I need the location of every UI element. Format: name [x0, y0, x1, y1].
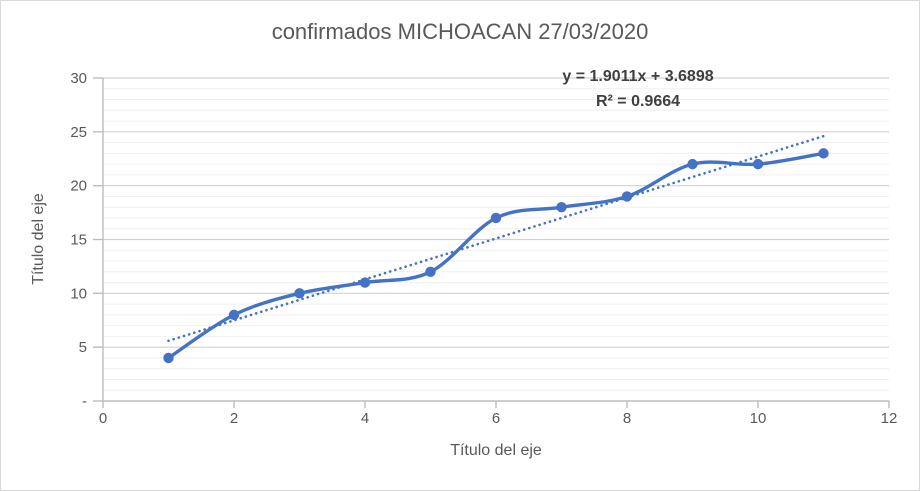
data-point-marker: [163, 352, 174, 364]
x-tick-label: 12: [881, 410, 898, 427]
chart-title: confirmados MICHOACAN 27/03/2020: [271, 19, 649, 44]
data-point-marker: [621, 191, 633, 202]
data-point-marker: [294, 288, 305, 299]
y-tick-label: 30: [70, 70, 87, 87]
data-point-marker: [359, 277, 371, 288]
x-tick-label: 2: [230, 410, 238, 427]
y-axis-title: Título del eje: [30, 193, 47, 285]
y-tick-label: -: [82, 393, 87, 410]
series-line: [166, 151, 826, 360]
data-point-marker: [228, 309, 240, 321]
x-tick-label: 0: [99, 410, 107, 427]
y-tick-label: 20: [70, 178, 87, 195]
x-tick-label: 8: [623, 410, 631, 427]
trendline-equation: y = 1.9011x + 3.6898: [562, 68, 714, 85]
y-tick-label: 10: [70, 285, 87, 302]
y-tick-label: 15: [70, 232, 87, 249]
x-tick-label: 6: [492, 410, 500, 427]
trendline: [167, 133, 829, 343]
data-point-marker: [752, 158, 764, 170]
y-tick-label: 25: [70, 124, 87, 141]
x-tick-label: 10: [750, 410, 767, 427]
trendline-label: y = 1.9011x + 3.6898 R² = 0.9664: [562, 64, 713, 114]
data-point-marker: [687, 158, 698, 170]
trendline-r-squared: R² = 0.9664: [595, 93, 681, 110]
y-tick-label: 5: [79, 339, 87, 356]
x-tick-label: 4: [361, 410, 369, 427]
data-point-marker: [818, 148, 829, 159]
data-point-marker: [425, 266, 436, 277]
data-point-marker: [490, 212, 502, 224]
data-point-marker: [556, 202, 567, 213]
x-axis-title: Título del eje: [450, 442, 542, 459]
